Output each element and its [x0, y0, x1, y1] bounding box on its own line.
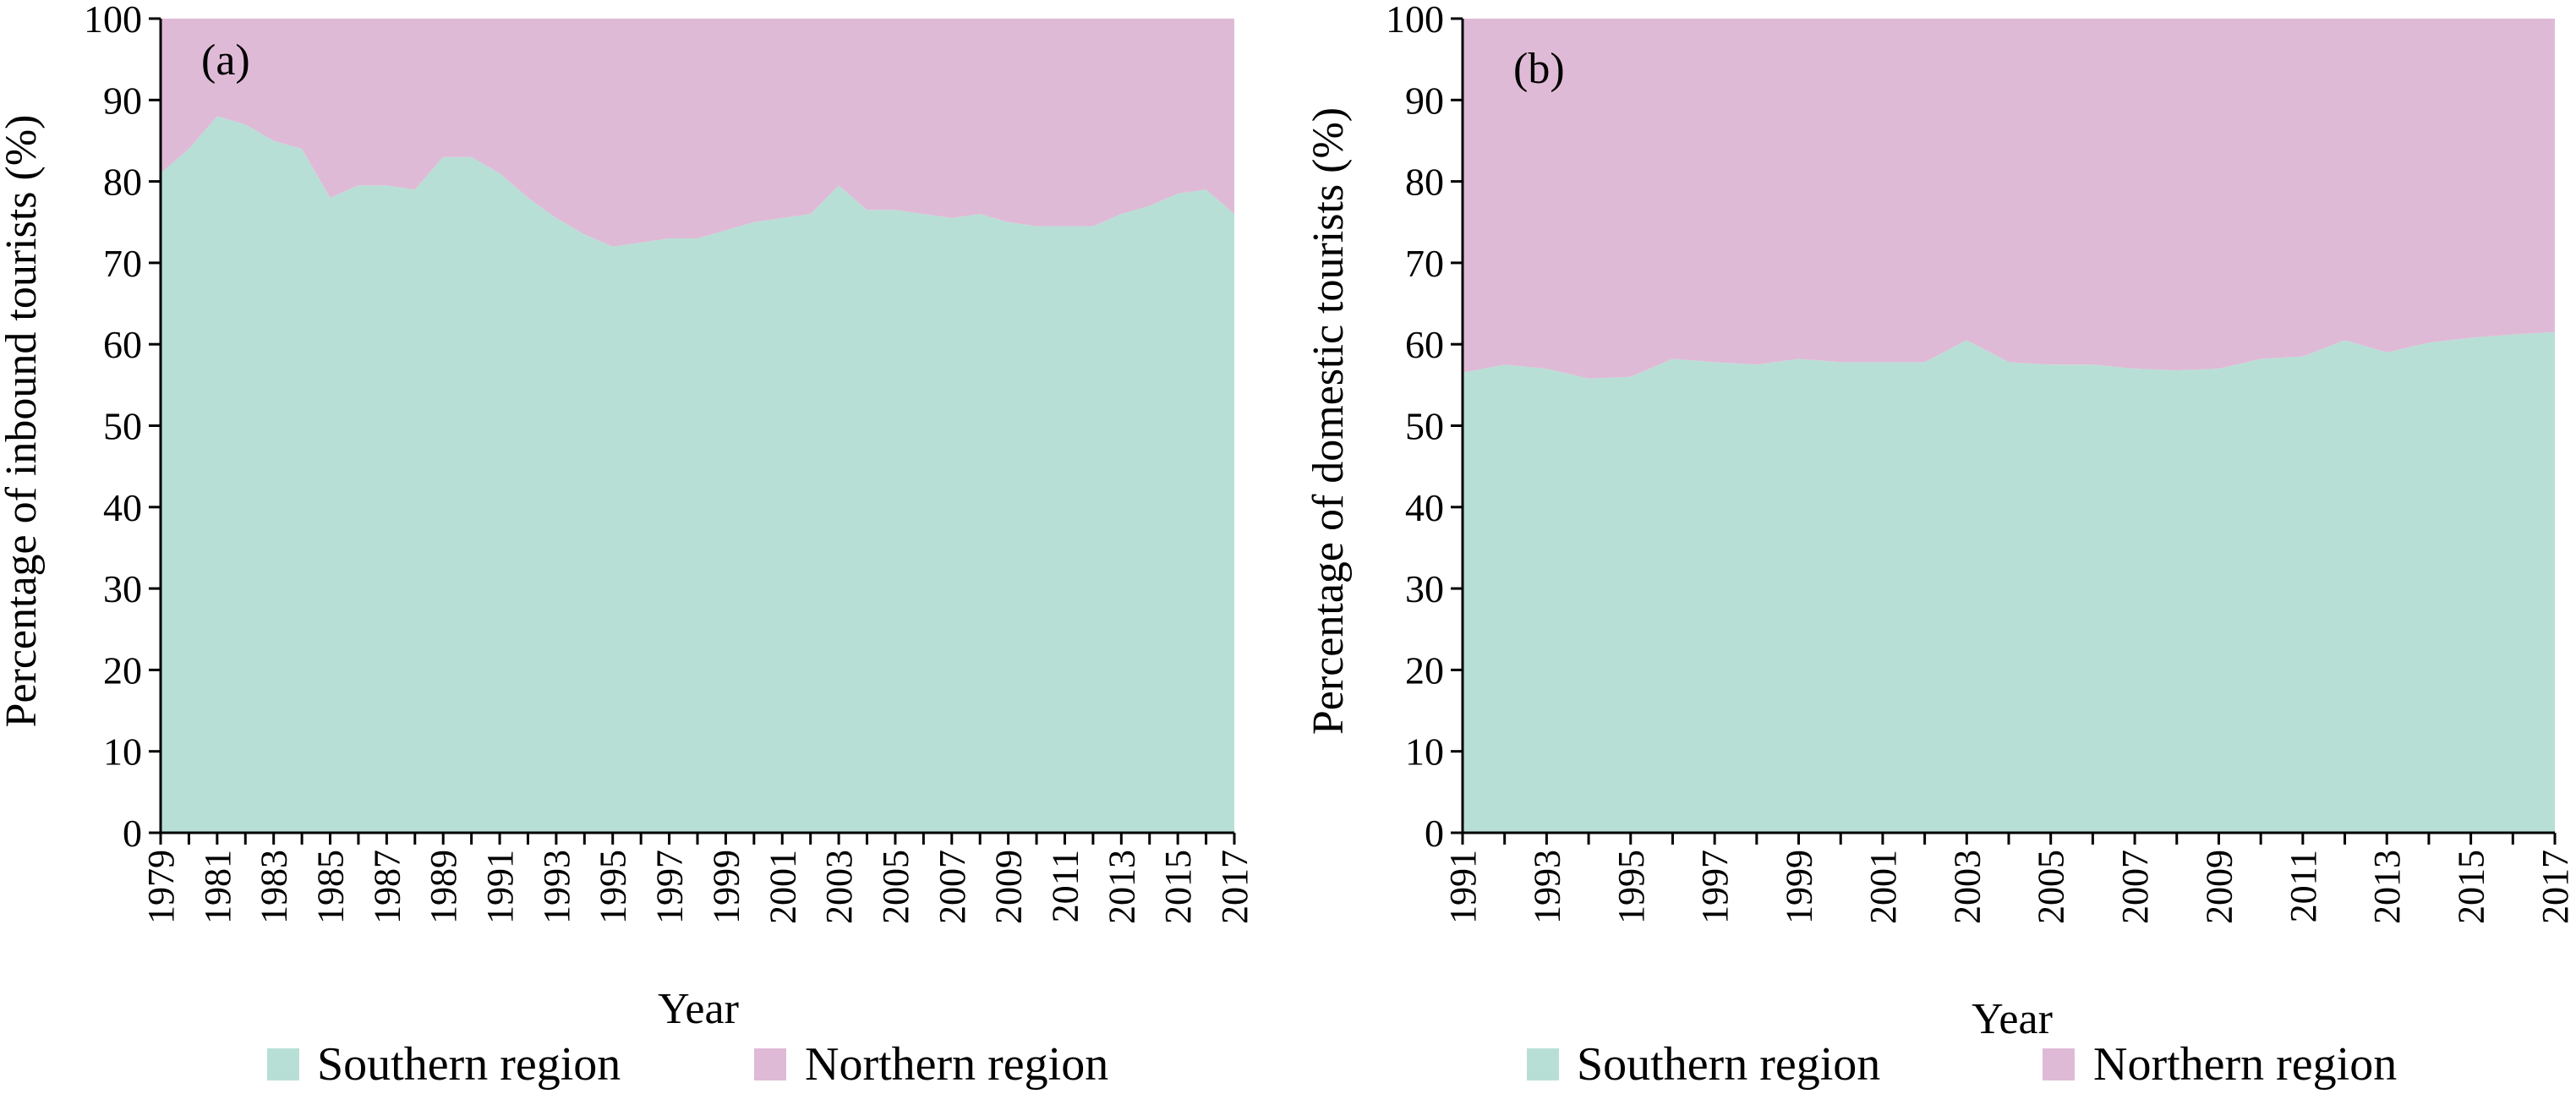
panel-a-x-ticks: 1979 1981 1983 1985 1987 1989 1991 1993 1995 1997… — [140, 833, 1255, 924]
panel-a-y-axis-title: Percentage of inbound tourists (%) — [0, 115, 46, 728]
panel-b-plot-area — [1461, 19, 2555, 834]
panel-a-x-tick-label: 1995 — [593, 850, 634, 924]
panel-a-area-southern — [161, 116, 1234, 833]
panel-b-y-tick-label: 0 — [1425, 812, 1444, 855]
panel-a-x-tick-label: 2007 — [932, 850, 973, 924]
panel-a-y-tick-label: 100 — [84, 0, 142, 41]
panel-b-x-tick-label: 2009 — [2198, 850, 2240, 924]
panel-b-y-tick-label: 60 — [1405, 323, 1444, 366]
panel-b-y-tick-label: 80 — [1405, 161, 1444, 204]
panel-a-x-tick-label: 1985 — [310, 850, 352, 924]
panel-a-y-tick-label: 90 — [103, 79, 142, 122]
panel-a-x-tick-label: 2017 — [1214, 850, 1255, 924]
panel-a-x-tick-label: 2005 — [875, 850, 916, 924]
panel-a-plot-area — [159, 19, 1234, 834]
panel-a-legend-southern-label: Southern region — [317, 1038, 621, 1091]
panel-b-x-ticks: 1991 1993 1995 1997 1999 2001 2003 2005 2007 2009… — [1442, 833, 2576, 924]
panel-a-x-tick-label: 2013 — [1101, 850, 1142, 924]
panel-b-x-tick-label: 2017 — [2535, 850, 2576, 924]
panel-a-x-tick-label: 2015 — [1157, 850, 1199, 924]
panel-b-x-tick-label: 2007 — [2114, 850, 2156, 924]
panel-b-x-tick-label: 1997 — [1694, 850, 1736, 924]
panel-a-x-tick-label: 2003 — [818, 850, 860, 924]
panel-a-y-tick-label: 30 — [103, 567, 142, 610]
panel-b-y-tick-label: 50 — [1405, 405, 1444, 448]
panel-b-y-ticks: 0 10 20 30 40 50 60 70 80 90 100 — [1386, 0, 1463, 855]
panel-a-y-tick-label: 10 — [103, 730, 142, 774]
panel-a-x-tick-label: 1991 — [479, 850, 521, 924]
panel-b-x-tick-label: 2003 — [1946, 850, 1988, 924]
panel-a-y-tick-label: 80 — [103, 161, 142, 204]
panel-a-x-tick-label: 1997 — [649, 850, 691, 924]
panel-a-x-tick-label: 2009 — [988, 850, 1030, 924]
panel-b-y-tick-label: 30 — [1405, 567, 1444, 610]
panel-a-y-tick-label: 60 — [103, 323, 142, 366]
panel-a-x-tick-label: 1989 — [423, 850, 464, 924]
panel-b-label: (b) — [1513, 45, 1565, 93]
panel-b-area-southern — [1463, 331, 2555, 833]
panel-a-x-tick-label: 1983 — [254, 850, 295, 924]
panel-b-legend-northern-swatch — [2043, 1048, 2075, 1080]
panel-a-legend-northern-swatch — [754, 1048, 786, 1080]
panel-b-y-tick-label: 90 — [1405, 79, 1444, 122]
panel-a-legend-southern-swatch — [267, 1048, 299, 1080]
panel-b-x-tick-label: 2013 — [2366, 850, 2408, 924]
panel-b-x-tick-label: 1991 — [1442, 850, 1484, 924]
panel-b-legend-southern-label: Southern region — [1577, 1038, 1880, 1091]
panel-b-x-tick-label: 2015 — [2451, 850, 2492, 924]
panel-b-legend-southern-swatch — [1527, 1048, 1559, 1080]
panel-a-x-tick-label: 2001 — [762, 850, 803, 924]
panel-a-y-tick-label: 20 — [103, 648, 142, 692]
panel-a-x-tick-label: 1981 — [197, 850, 238, 924]
panel-b-x-tick-label: 2011 — [2283, 850, 2324, 922]
panel-b-legend: Southern region Northern region — [1527, 1038, 2397, 1091]
panel-b-x-tick-label: 1999 — [1779, 850, 1820, 924]
panel-a-x-tick-label: 1979 — [140, 850, 182, 924]
panel-b-y-tick-label: 40 — [1405, 486, 1444, 529]
panel-b-y-tick-label: 20 — [1405, 648, 1444, 692]
panel-a-x-tick-label: 1987 — [366, 850, 407, 924]
panel-b-x-tick-label: 1995 — [1611, 850, 1652, 924]
panel-a-legend: Southern region Northern region — [267, 1038, 1108, 1091]
panel-b-y-tick-label: 100 — [1386, 0, 1444, 41]
panel-a-legend-northern-label: Northern region — [805, 1038, 1108, 1091]
panel-a-y-tick-label: 40 — [103, 486, 142, 529]
panel-b-x-axis-title: Year — [1972, 995, 2053, 1043]
panel-a-area-northern — [161, 19, 1234, 247]
panel-b-x-tick-label: 2005 — [2031, 850, 2072, 924]
panel-a-x-axis-title: Year — [658, 985, 739, 1033]
panel-b-y-axis-title: Percentage of domestic tourists (%) — [1304, 107, 1353, 735]
panel-a-x-tick-label: 2011 — [1044, 850, 1086, 922]
panel-a-y-tick-label: 50 — [103, 405, 142, 448]
panel-a-label: (a) — [201, 36, 250, 85]
panel-b-area-northern — [1463, 19, 2555, 379]
panel-a-y-tick-label: 70 — [103, 242, 142, 285]
panel-b-x-tick-label: 2001 — [1862, 850, 1904, 924]
panel-a-x-tick-label: 1999 — [705, 850, 747, 924]
panel-b-y-tick-label: 70 — [1405, 242, 1444, 285]
panel-b-x-tick-label: 1993 — [1526, 850, 1567, 924]
panel-a-x-tick-label: 1993 — [536, 850, 577, 924]
panel-a-y-ticks: 0 10 20 30 40 50 60 70 80 90 100 — [84, 0, 161, 855]
panel-b-legend-northern-label: Northern region — [2093, 1038, 2397, 1091]
panel-a-y-tick-label: 0 — [123, 812, 142, 855]
panel-b-y-tick-label: 10 — [1405, 730, 1444, 774]
